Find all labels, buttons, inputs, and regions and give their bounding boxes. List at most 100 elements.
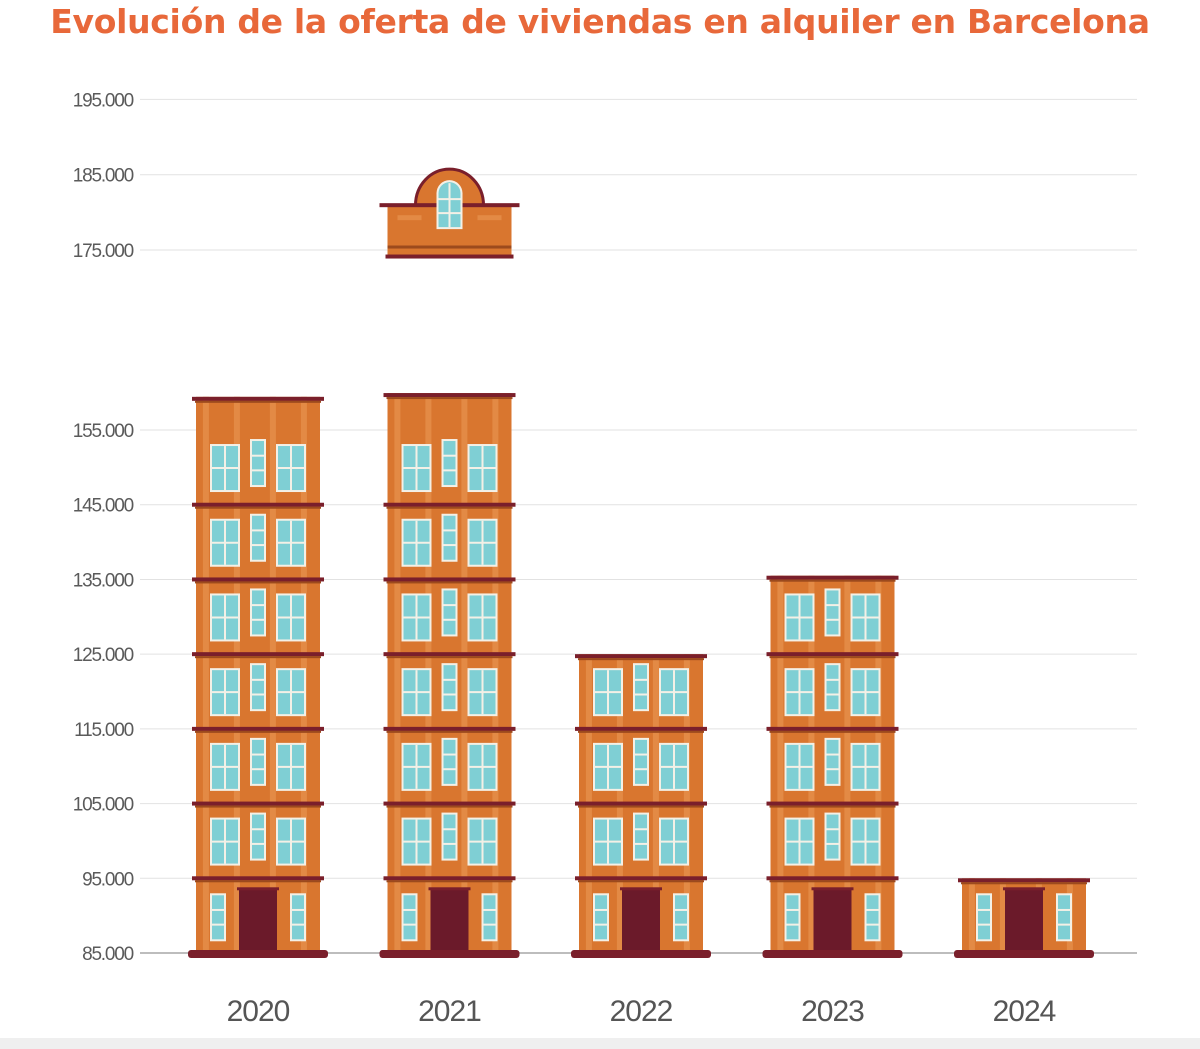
window-pane xyxy=(826,739,839,784)
floor-ledge-trim xyxy=(769,730,896,733)
floor-ledge xyxy=(575,654,707,659)
bar-building xyxy=(188,396,328,958)
floor-ledge-trim xyxy=(961,882,1087,885)
floor-ledge xyxy=(766,801,899,806)
window-pane xyxy=(443,814,456,859)
building-door xyxy=(239,889,277,953)
floor-ledge-trim xyxy=(195,581,321,584)
window-pane xyxy=(443,515,456,560)
window-pane xyxy=(443,590,456,635)
window-pane xyxy=(443,665,456,710)
floor-ledge xyxy=(575,801,707,806)
building-door xyxy=(1005,889,1043,953)
roof-trim xyxy=(387,245,512,249)
window-pane xyxy=(675,895,687,940)
floor-ledge xyxy=(575,726,707,731)
floor-ledge xyxy=(383,726,516,731)
x-axis-ticks: 2020 2021 2022 2023 2024 xyxy=(227,995,1057,1028)
x-tick-label: 2020 xyxy=(227,995,290,1028)
roof-top xyxy=(379,167,520,259)
y-tick-label: 105.000 xyxy=(73,795,134,816)
window-pane xyxy=(443,441,456,486)
floor-ledge-trim xyxy=(578,730,704,733)
window-pane xyxy=(212,895,224,940)
roof-detail xyxy=(397,215,422,221)
building-door xyxy=(813,889,852,953)
floor-ledge-trim xyxy=(386,581,513,584)
floor-ledge-trim xyxy=(386,506,513,509)
window-pane xyxy=(826,814,839,859)
building-pilaster xyxy=(999,878,1006,953)
roof-annotation xyxy=(379,167,520,259)
window-pane xyxy=(786,895,799,940)
x-tick-label: 2023 xyxy=(801,995,864,1028)
floor-ledge-trim xyxy=(386,805,513,808)
floor-ledge xyxy=(192,652,324,657)
window-pane xyxy=(443,739,456,784)
y-tick-label: 185.000 xyxy=(73,166,134,187)
floor-ledge xyxy=(192,502,324,507)
bar-building xyxy=(379,393,520,958)
bar-building xyxy=(762,575,903,958)
floor-ledge-trim xyxy=(578,805,704,808)
floor-ledge-trim xyxy=(386,656,513,659)
floor-ledge xyxy=(192,726,324,731)
window-pane xyxy=(826,665,839,710)
floor-ledge xyxy=(192,876,324,881)
door-lintel xyxy=(620,887,662,891)
roof-detail xyxy=(477,215,502,221)
building-door xyxy=(622,889,660,953)
building-base xyxy=(571,950,711,958)
building-pilaster xyxy=(968,878,975,953)
y-tick-label: 175.000 xyxy=(73,241,134,262)
floor-ledge-trim xyxy=(195,506,321,509)
floor-ledge xyxy=(383,801,516,806)
bar-building xyxy=(954,878,1094,958)
y-tick-label: 115.000 xyxy=(74,720,134,741)
floor-ledge-trim xyxy=(195,805,321,808)
x-tick-label: 2024 xyxy=(993,995,1056,1028)
floor-ledge-trim xyxy=(386,730,513,733)
floor-ledge-trim xyxy=(195,656,321,659)
floor-ledge xyxy=(192,801,324,806)
floor-ledge-trim xyxy=(195,880,321,883)
door-lintel xyxy=(428,887,471,891)
window-pane xyxy=(483,895,496,940)
floor-ledge-trim xyxy=(578,658,704,661)
y-tick-label: 135.000 xyxy=(73,570,134,591)
building-base xyxy=(762,950,903,958)
y-tick-label: 85.000 xyxy=(82,944,134,965)
y-tick-label: 155.000 xyxy=(73,421,134,442)
floor-ledge xyxy=(766,726,899,731)
chart-title: Evolución de la oferta de viviendas en a… xyxy=(50,2,1150,41)
building-pilaster xyxy=(844,575,851,953)
window-pane xyxy=(252,590,264,635)
building-base xyxy=(954,950,1094,958)
door-lintel xyxy=(811,887,854,891)
building-door xyxy=(430,889,469,953)
x-tick-label: 2022 xyxy=(610,995,673,1028)
window-pane xyxy=(1058,895,1070,940)
bottom-scroll-strip xyxy=(0,1038,1200,1049)
window-pane xyxy=(978,895,990,940)
door-lintel xyxy=(1003,887,1045,891)
window-pane xyxy=(635,665,647,710)
floor-ledge-trim xyxy=(769,656,896,659)
window-pane xyxy=(826,590,839,635)
y-axis-ticks: 195.000 185.000 175.000 155.000 145.000 135.0… xyxy=(73,90,135,965)
building-pilaster xyxy=(461,393,468,953)
floor-ledge xyxy=(766,652,899,657)
x-tick-label: 2021 xyxy=(418,995,481,1028)
floor-ledge-trim xyxy=(195,730,321,733)
floor-ledge xyxy=(192,396,324,401)
building-pilaster xyxy=(202,396,209,954)
window-pane xyxy=(595,895,607,940)
floor-ledge-trim xyxy=(769,805,896,808)
y-tick-label: 125.000 xyxy=(73,645,134,666)
floor-ledge xyxy=(575,876,707,881)
window-pane xyxy=(252,814,264,859)
floor-ledge xyxy=(383,577,516,582)
window-pane xyxy=(252,739,264,784)
building-pilaster xyxy=(777,575,784,953)
